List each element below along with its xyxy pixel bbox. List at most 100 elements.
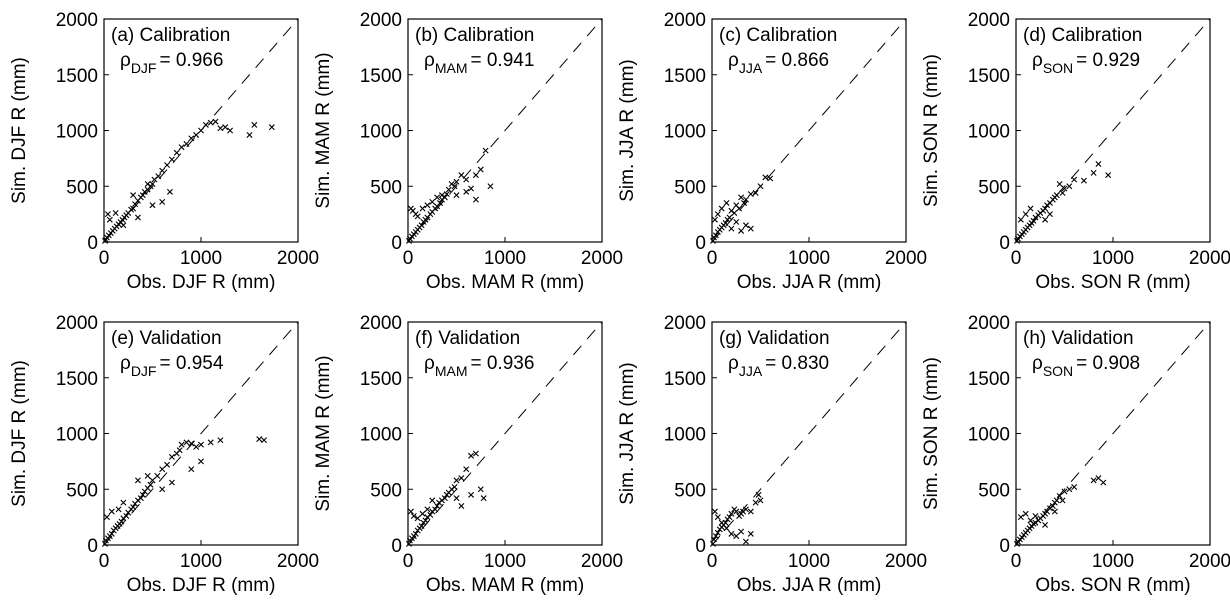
- panel-d: 0 1000 2000 0 500 1000 1500 2000 Obs. SON R (mm)…: [921, 10, 1230, 293]
- data-point: [468, 185, 475, 192]
- data-point: [1051, 499, 1058, 506]
- data-point: [168, 479, 175, 486]
- data-point: [482, 147, 489, 154]
- data-point: [1071, 176, 1078, 183]
- y-axis-label: Sim. DJF R (mm): [9, 360, 30, 507]
- x-tick-label: 2000: [885, 551, 927, 572]
- data-point: [1032, 513, 1039, 519]
- data-point: [198, 458, 204, 465]
- data-point: [139, 491, 146, 498]
- data-point: [1056, 492, 1063, 499]
- data-point: [463, 176, 470, 183]
- correlation-label: ρJJA = 0.830: [728, 353, 829, 379]
- y-tick-label: 0: [695, 536, 706, 557]
- data-point: [1059, 189, 1066, 196]
- data-point: [714, 529, 721, 536]
- y-tick-label: 1500: [664, 369, 706, 390]
- correlation-label: ρSON = 0.929: [1032, 50, 1140, 76]
- data-point: [151, 176, 158, 183]
- data-point: [125, 509, 132, 516]
- data-point: [424, 506, 431, 513]
- y-tick-label: 2000: [56, 10, 98, 31]
- data-point: [1061, 488, 1068, 495]
- data-point: [407, 508, 414, 515]
- data-point: [132, 201, 139, 208]
- data-point: [458, 172, 465, 179]
- x-tick-label: 1000: [484, 551, 526, 572]
- y-tick-label: 0: [87, 233, 98, 254]
- data-point: [747, 225, 754, 232]
- data-point: [424, 202, 431, 209]
- data-point: [217, 437, 224, 444]
- x-tick-label: 2000: [1189, 248, 1230, 269]
- y-tick-label: 500: [978, 480, 1010, 501]
- data-point: [723, 199, 730, 206]
- x-tick-label: 0: [403, 551, 414, 572]
- data-point: [480, 495, 487, 502]
- data-point: [468, 491, 475, 498]
- data-point: [1061, 185, 1068, 192]
- y-tick-label: 1000: [360, 122, 402, 143]
- data-point: [134, 477, 141, 484]
- x-tick-label: 2000: [581, 551, 623, 572]
- data-point: [434, 502, 441, 509]
- data-point: [1042, 521, 1049, 528]
- y-tick-label: 1500: [968, 66, 1010, 87]
- data-point: [714, 211, 721, 218]
- data-point: [429, 198, 436, 205]
- data-point: [472, 450, 479, 457]
- y-tick-label: 500: [66, 480, 98, 501]
- data-point: [1044, 202, 1051, 209]
- data-point: [747, 530, 754, 537]
- x-tick-label: 1000: [180, 248, 222, 269]
- data-point: [709, 237, 716, 244]
- data-point: [268, 124, 275, 131]
- data-point: [251, 121, 258, 128]
- data-point: [1080, 177, 1087, 184]
- y-tick-label: 2000: [360, 10, 402, 31]
- data-point: [1013, 540, 1020, 547]
- data-point: [173, 450, 180, 457]
- data-point: [198, 127, 204, 134]
- data-point: [178, 144, 185, 151]
- y-tick-label: 2000: [664, 10, 706, 31]
- data-point: [202, 121, 209, 128]
- data-point: [222, 124, 229, 131]
- data-point: [246, 131, 253, 138]
- y-tick-label: 0: [87, 536, 98, 557]
- y-tick-label: 1000: [968, 122, 1010, 143]
- data-point: [120, 515, 127, 522]
- data-point: [159, 198, 166, 205]
- data-point: [453, 178, 460, 185]
- reference-line: [711, 18, 907, 243]
- data-point: [207, 119, 214, 126]
- y-tick-label: 500: [674, 177, 706, 198]
- x-tick-label: 0: [707, 551, 718, 572]
- data-point: [724, 216, 731, 223]
- y-axis-label: Sim. SON R (mm): [921, 54, 942, 207]
- data-point: [1066, 486, 1073, 493]
- x-tick-label: 1000: [788, 551, 830, 572]
- data-point: [120, 222, 127, 229]
- data-point: [1071, 484, 1078, 491]
- correlation-label: ρJJA = 0.866: [728, 50, 829, 76]
- x-tick-label: 0: [403, 248, 414, 269]
- data-point: [173, 149, 180, 156]
- x-tick-label: 2000: [885, 248, 927, 269]
- data-point: [472, 172, 479, 179]
- data-point: [477, 486, 484, 493]
- x-tick-label: 1000: [1092, 551, 1134, 572]
- data-point: [752, 189, 759, 196]
- data-point: [712, 533, 719, 540]
- y-tick-label: 1000: [56, 425, 98, 446]
- data-point: [718, 519, 725, 526]
- x-tick-label: 2000: [277, 248, 319, 269]
- y-axis-label: Sim. JJA R (mm): [617, 59, 638, 202]
- reference-line: [407, 321, 603, 546]
- data-point: [1027, 517, 1034, 524]
- data-point: [733, 533, 740, 540]
- data-point: [144, 181, 151, 188]
- data-point: [736, 513, 743, 519]
